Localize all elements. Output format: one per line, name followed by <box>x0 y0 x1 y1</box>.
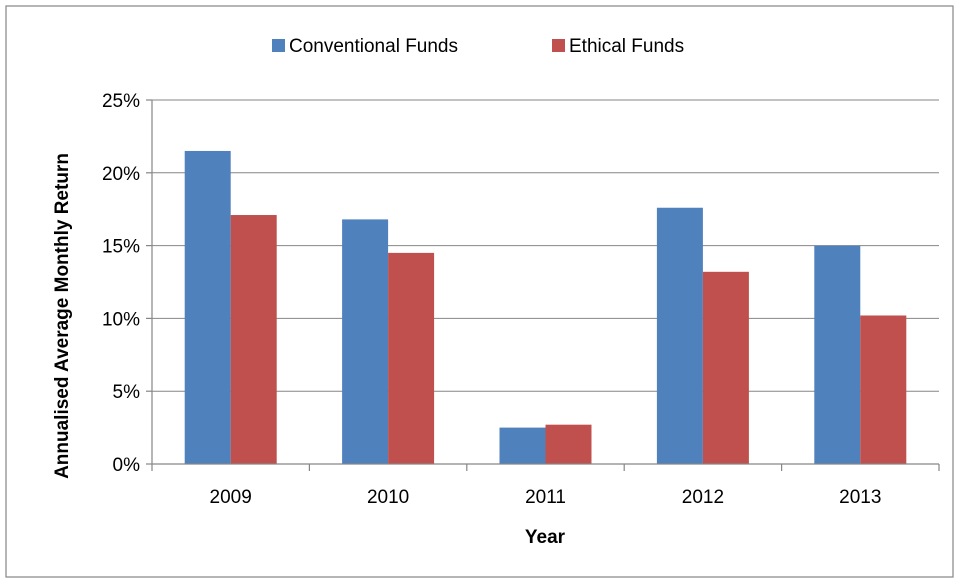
x-tick-label: 2012 <box>682 487 724 508</box>
y-tick-label: 5% <box>113 382 141 403</box>
legend-swatch-ethical-funds <box>552 39 565 52</box>
chart-border <box>5 5 954 578</box>
legend: Conventional Funds Ethical Funds <box>272 36 684 57</box>
y-axis-title: Annualised Average Monthly Return <box>52 153 73 479</box>
y-tick-labels: 0% 5% 10% 15% 20% 25% <box>102 91 140 476</box>
x-tick-labels: 2009 2010 2011 2012 2013 <box>210 487 882 508</box>
legend-swatch-conventional-funds <box>272 39 285 52</box>
bar-ethical-funds-2013 <box>860 315 907 464</box>
x-tick-label: 2010 <box>367 487 409 508</box>
x-axis-title: Year <box>525 527 566 548</box>
axes <box>146 99 940 471</box>
y-tick-label: 25% <box>102 91 140 112</box>
bar-ethical-funds-2009 <box>230 215 277 464</box>
bar-conventional-funds-2013 <box>814 245 861 464</box>
bar-ethical-funds-2010 <box>388 252 435 464</box>
bar-conventional-funds-2011 <box>499 427 546 464</box>
bar-conventional-funds-2009 <box>184 150 231 464</box>
y-tick-label: 20% <box>102 164 140 185</box>
y-tick-label: 15% <box>102 237 140 258</box>
x-tick-label: 2011 <box>525 487 566 508</box>
x-tick-label: 2013 <box>839 487 881 508</box>
y-tick-label: 10% <box>102 309 140 330</box>
y-tick-label: 0% <box>113 455 141 476</box>
bar-ethical-funds-2012 <box>702 271 749 464</box>
legend-label: Conventional Funds <box>289 36 458 57</box>
legend-label: Ethical Funds <box>569 36 684 57</box>
bar-conventional-funds-2010 <box>342 219 389 464</box>
x-tick-label: 2009 <box>210 487 252 508</box>
gridlines <box>152 99 939 392</box>
bar-ethical-funds-2011 <box>545 424 592 464</box>
bar-conventional-funds-2012 <box>656 207 703 464</box>
bars <box>184 150 907 464</box>
